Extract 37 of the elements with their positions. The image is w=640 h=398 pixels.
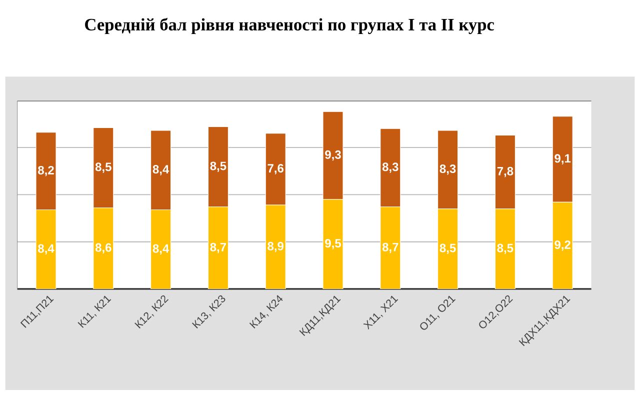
data-label: 8,7: [210, 242, 226, 254]
bar: [36, 209, 56, 289]
bar: [93, 208, 114, 289]
bar: [494, 208, 516, 289]
data-label: 8,4: [38, 244, 54, 254]
x-tick-label: К14, К24: [249, 295, 283, 328]
bar: [380, 206, 401, 289]
data-label: 8,7: [382, 242, 398, 254]
data-label: 9,3: [325, 150, 341, 161]
data-label: 8,3: [382, 162, 398, 173]
data-label: 9,1: [554, 154, 571, 164]
x-tick-label: К13, К23: [192, 295, 226, 328]
bar: [438, 208, 458, 289]
data-label: 8,2: [38, 166, 54, 176]
bar: [322, 199, 344, 289]
data-label: 8,4: [152, 164, 170, 176]
data-label: 8,6: [95, 243, 112, 254]
bar: [208, 206, 228, 289]
x-tick-label: Х11, Х21: [363, 296, 398, 330]
data-label: 7,6: [268, 164, 284, 174]
data-label: 7,8: [497, 166, 514, 178]
chart-title: Середній бал рівня навченості по групах І та ІІ курс: [85, 18, 494, 34]
data-label: 8,4: [152, 244, 170, 254]
x-tick-label: К12, К22: [134, 295, 169, 328]
bar: [265, 204, 286, 289]
bar: [552, 202, 573, 289]
data-label: 8,5: [95, 162, 112, 173]
x-tick-label: К11, К21: [78, 296, 112, 328]
data-label: 8,3: [440, 164, 456, 175]
data-label: 8,5: [210, 162, 226, 172]
data-label: 8,9: [268, 242, 284, 252]
data-label: 8,5: [497, 244, 514, 254]
data-label: 9,2: [554, 240, 570, 251]
data-label: 8,5: [440, 244, 456, 254]
bar: [150, 209, 172, 289]
x-tick-label: О11, О21: [420, 296, 456, 330]
data-label: 9,5: [325, 239, 341, 250]
